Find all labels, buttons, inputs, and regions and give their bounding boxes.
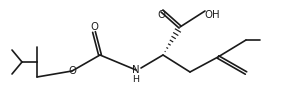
- Text: N: N: [132, 65, 140, 75]
- Text: O: O: [68, 66, 76, 76]
- Text: H: H: [132, 75, 140, 84]
- Text: OH: OH: [204, 10, 220, 20]
- Text: O: O: [157, 10, 165, 20]
- Text: O: O: [90, 22, 98, 32]
